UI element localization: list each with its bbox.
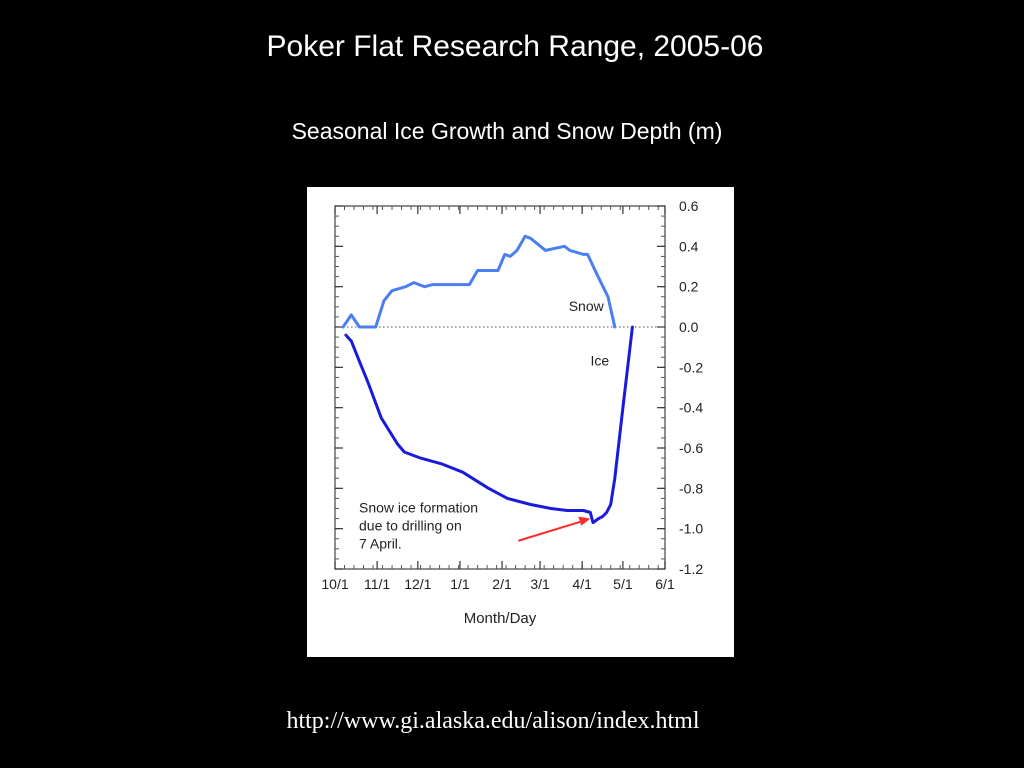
y-tick-label: -1.2	[679, 561, 703, 577]
source-url: http://www.gi.alaska.edu/alison/index.ht…	[286, 708, 700, 734]
x-tick-label: 5/1	[613, 576, 633, 592]
y-tick-label: -0.2	[679, 359, 703, 375]
x-tick-label: 3/1	[530, 576, 550, 592]
y-tick-label: -0.8	[679, 480, 703, 496]
ice-label: Ice	[590, 352, 609, 368]
y-tick-label: 0.2	[679, 279, 699, 295]
axes-group: 10/1 11/1 12/1 1/1 2/1 3/1 4/1 5/1 6/1 0.6 0.4 0.2 0…	[321, 198, 703, 627]
x-tick-label: 4/1	[572, 576, 592, 592]
note-arrow-head	[578, 516, 591, 526]
x-tick-label: 12/1	[404, 576, 431, 592]
note-line: due to drilling on	[359, 518, 462, 534]
y-tick-label: -0.4	[679, 400, 703, 416]
slide-subtitle: Seasonal Ice Growth and Snow Depth (m)	[291, 118, 723, 144]
y-tick-label: 0.0	[679, 319, 699, 335]
y-tick-label: -0.6	[679, 440, 703, 456]
chart-container: 10/1 11/1 12/1 1/1 2/1 3/1 4/1 5/1 6/1 0.6 0.4 0.2 0…	[307, 187, 734, 657]
x-axis-label: Month/Day	[464, 610, 537, 627]
snow-label: Snow	[569, 298, 605, 314]
note-line: 7 April.	[359, 536, 402, 552]
slide-title: Poker Flat Research Range, 2005-06	[266, 30, 764, 63]
x-tick-label: 1/1	[450, 576, 470, 592]
series-line-snow	[341, 234, 617, 329]
x-tick-label: 10/1	[321, 576, 348, 592]
x-tick-label: 6/1	[655, 576, 675, 592]
y-tick-label: 0.4	[679, 238, 699, 254]
annotation-group: Snow Ice Snow ice formation due to drilling…	[359, 298, 609, 552]
x-tick-label: 2/1	[492, 576, 512, 592]
y-tick-label: 0.6	[679, 198, 699, 214]
ice-snow-chart: 10/1 11/1 12/1 1/1 2/1 3/1 4/1 5/1 6/1 0.6 0.4 0.2 0…	[321, 198, 703, 627]
series-group	[341, 234, 634, 525]
note-arrow	[518, 519, 585, 542]
series-line-ice	[344, 325, 634, 525]
y-tick-label: -1.0	[679, 521, 703, 537]
note-line: Snow ice formation	[359, 500, 478, 516]
x-tick-label: 11/1	[364, 576, 390, 592]
